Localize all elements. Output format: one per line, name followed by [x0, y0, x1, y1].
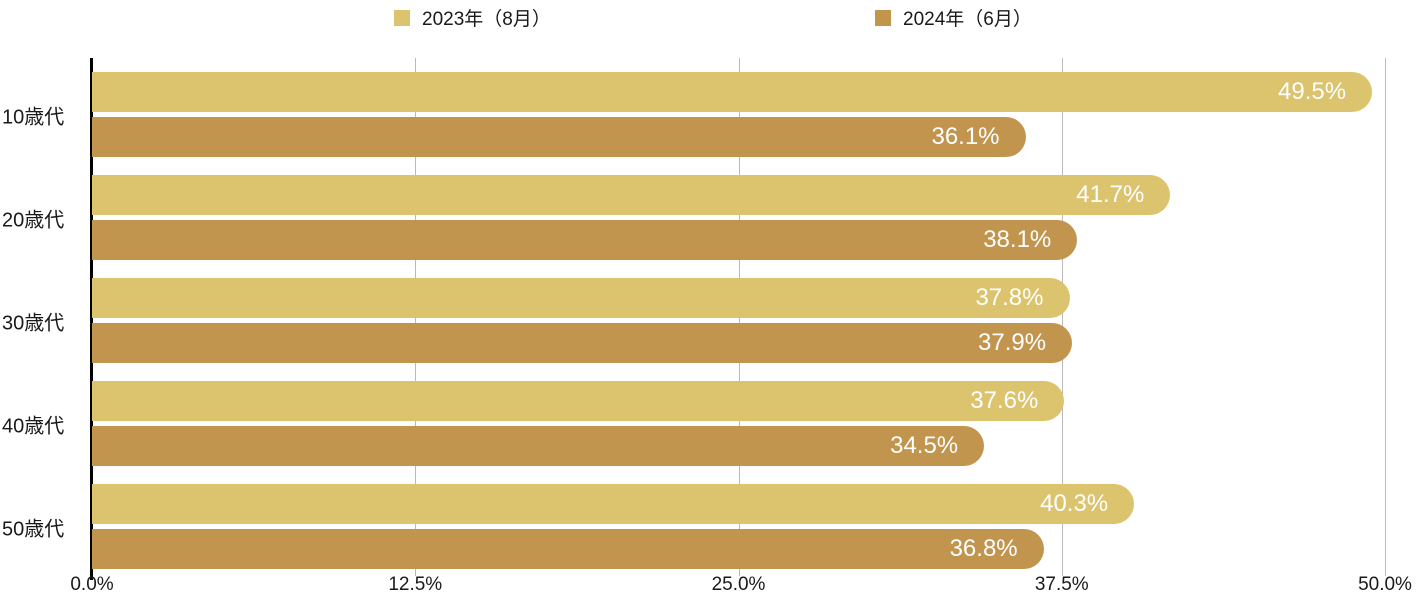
category-label: 30歳代 — [2, 312, 65, 334]
bar-group: 10歳代 49.5% 36.1% — [2, 72, 1385, 157]
bar-value-label: 37.9% — [978, 329, 1047, 356]
bar-groups: 10歳代 49.5% 36.1% 20歳代 41.7% 38.1% 30歳代 37.8% 37.… — [2, 72, 1385, 569]
bar-series-0: 37.8% — [92, 278, 1070, 318]
category-label: 40歳代 — [2, 415, 65, 437]
bar-series-0: 41.7% — [92, 175, 1171, 215]
gridline — [1061, 58, 1063, 576]
bar-value-label: 38.1% — [983, 226, 1052, 253]
legend-swatch-2024 — [875, 9, 891, 26]
bar-series-1: 34.5% — [92, 426, 985, 466]
bar-value-label: 36.1% — [931, 123, 1000, 150]
bar-series-1: 36.8% — [92, 529, 1044, 569]
bar-value-label: 36.8% — [949, 535, 1018, 562]
legend-swatch-2023 — [394, 9, 410, 26]
bar-series-1: 36.1% — [92, 117, 1026, 157]
bar-group: 20歳代 41.7% 38.1% — [2, 175, 1385, 260]
bar-value-label: 49.5% — [1278, 78, 1347, 105]
category-label: 10歳代 — [2, 106, 65, 128]
plot-area: 10歳代 49.5% 36.1% 20歳代 41.7% 38.1% 30歳代 37.8% 37.… — [2, 58, 1386, 580]
x-axis-ticks: 0.0% 12.5% 25.0% 37.5% 50.0% — [70, 574, 1412, 598]
bar-series-1: 37.9% — [92, 323, 1073, 363]
bar-series-0: 49.5% — [92, 72, 1373, 112]
bar-value-label: 40.3% — [1040, 490, 1109, 517]
bar-value-label: 37.6% — [970, 387, 1039, 414]
legend-label-2024: 2024年（6月） — [903, 9, 1032, 30]
x-tick-label: 37.5% — [1034, 574, 1089, 595]
y-axis-line — [90, 58, 93, 580]
bar-group: 50歳代 40.3% 36.8% — [2, 484, 1385, 569]
bar-value-label: 37.8% — [975, 284, 1044, 311]
legend-item-2023: 2023年（8月） — [394, 4, 551, 31]
x-tick-label: 0.0% — [70, 574, 114, 595]
bar-value-label: 41.7% — [1076, 181, 1145, 208]
category-label: 20歳代 — [2, 209, 65, 231]
bar-value-label: 34.5% — [890, 432, 959, 459]
legend-item-2024: 2024年（6月） — [875, 4, 1032, 31]
bar-series-1: 38.1% — [92, 220, 1078, 260]
bar-series-0: 40.3% — [92, 484, 1135, 524]
bar-group: 40歳代 37.6% 34.5% — [2, 381, 1385, 466]
gridline — [1385, 58, 1386, 576]
x-tick-label: 25.0% — [711, 574, 766, 595]
x-tick-label: 50.0% — [1358, 574, 1412, 595]
x-tick-label: 12.5% — [388, 574, 443, 595]
bar-group: 30歳代 37.8% 37.9% — [2, 278, 1385, 363]
legend-label-2023: 2023年（8月） — [422, 9, 551, 30]
category-label: 50歳代 — [2, 518, 65, 540]
bar-series-0: 37.6% — [92, 381, 1065, 421]
